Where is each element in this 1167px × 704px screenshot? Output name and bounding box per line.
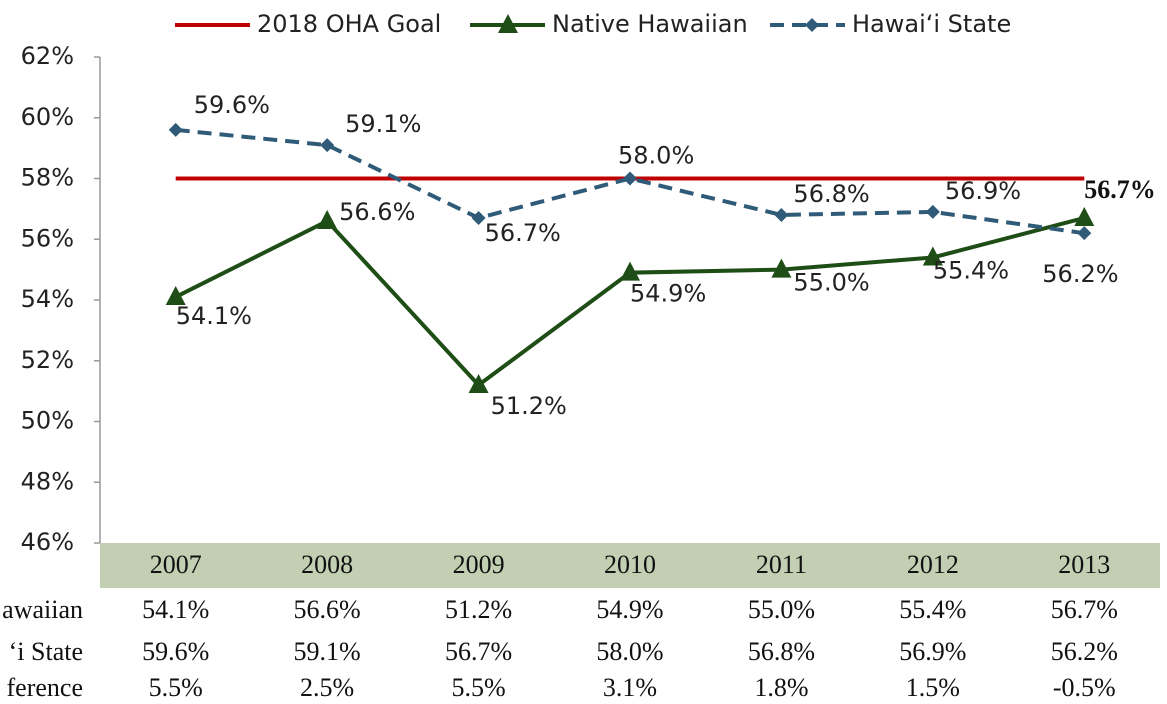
- marker: [471, 210, 486, 225]
- x-tick-label: 2012: [907, 550, 959, 579]
- legend-label: Hawai‘i State: [852, 10, 1011, 38]
- data-label: 56.6%: [339, 198, 415, 226]
- marker: [620, 261, 640, 281]
- table-cell: 56.8%: [748, 637, 815, 666]
- table-cell: 56.6%: [294, 595, 361, 624]
- data-label: 56.9%: [945, 177, 1021, 205]
- y-tick-label: 60%: [21, 103, 74, 131]
- y-tick-label: 62%: [21, 42, 74, 70]
- row-label: ference: [7, 673, 83, 702]
- y-tick-label: 52%: [21, 346, 74, 374]
- data-label: 51.2%: [491, 392, 567, 420]
- data-label: 54.1%: [176, 302, 252, 330]
- data-label: 56.7%: [1084, 175, 1156, 204]
- marker: [1077, 226, 1092, 241]
- table-cell: 59.1%: [294, 637, 361, 666]
- table-cell: 5.5%: [149, 673, 203, 702]
- data-label: 59.1%: [345, 110, 421, 138]
- data-label: 55.4%: [933, 256, 1009, 284]
- row-label: awaiian: [2, 595, 83, 624]
- x-tick-label: 2010: [604, 550, 656, 579]
- table-cell: 58.0%: [596, 637, 663, 666]
- marker: [925, 204, 940, 219]
- legend-marker: [498, 14, 518, 33]
- table-cell: 56.7%: [1051, 595, 1118, 624]
- data-label: 58.0%: [618, 142, 694, 170]
- marker: [320, 138, 335, 153]
- table-cell: 5.5%: [451, 673, 505, 702]
- table-cell: 1.8%: [754, 673, 808, 702]
- y-tick-label: 56%: [21, 224, 74, 252]
- marker: [317, 210, 338, 230]
- data-label: 56.7%: [485, 219, 561, 247]
- table-cell: 56.9%: [899, 637, 966, 666]
- marker: [774, 207, 789, 222]
- legend-label: 2018 OHA Goal: [257, 10, 441, 38]
- table-cell: 1.5%: [906, 673, 960, 702]
- x-tick-label: 2008: [301, 550, 353, 579]
- marker: [468, 374, 489, 394]
- legend-marker: [805, 18, 819, 32]
- marker: [165, 285, 186, 305]
- y-tick-label: 50%: [21, 407, 74, 435]
- data-label: 56.8%: [793, 180, 869, 208]
- table-cell: 54.1%: [142, 595, 209, 624]
- table-cell: 51.2%: [445, 595, 512, 624]
- table-cell: 3.1%: [603, 673, 657, 702]
- marker: [922, 246, 943, 266]
- marker: [168, 122, 183, 137]
- data-label: 59.6%: [194, 91, 270, 119]
- table-cell: 56.7%: [445, 637, 512, 666]
- marker: [1074, 206, 1095, 226]
- legend-label: Native Hawaiian: [552, 10, 748, 38]
- table-header: [100, 543, 1160, 588]
- marker: [771, 258, 792, 278]
- table-cell: -0.5%: [1053, 673, 1116, 702]
- marker: [623, 171, 637, 186]
- y-tick-label: 54%: [21, 285, 74, 313]
- x-tick-label: 2007: [150, 550, 202, 579]
- y-tick-label: 48%: [21, 467, 74, 495]
- table-cell: 59.6%: [142, 637, 209, 666]
- data-label: 54.9%: [630, 280, 706, 308]
- y-tick-label: 46%: [21, 528, 74, 556]
- data-label: 55.0%: [793, 269, 869, 297]
- table-cell: 2.5%: [300, 673, 354, 702]
- y-tick-label: 58%: [21, 164, 74, 192]
- table-cell: 55.0%: [748, 595, 815, 624]
- table-cell: 54.9%: [596, 595, 663, 624]
- table-cell: 56.2%: [1051, 637, 1118, 666]
- x-tick-label: 2011: [756, 550, 807, 579]
- x-tick-label: 2013: [1058, 550, 1110, 579]
- x-tick-label: 2009: [453, 550, 505, 579]
- data-label: 56.2%: [1042, 260, 1118, 288]
- row-label: ‘i State: [9, 637, 83, 666]
- table-cell: 55.4%: [899, 595, 966, 624]
